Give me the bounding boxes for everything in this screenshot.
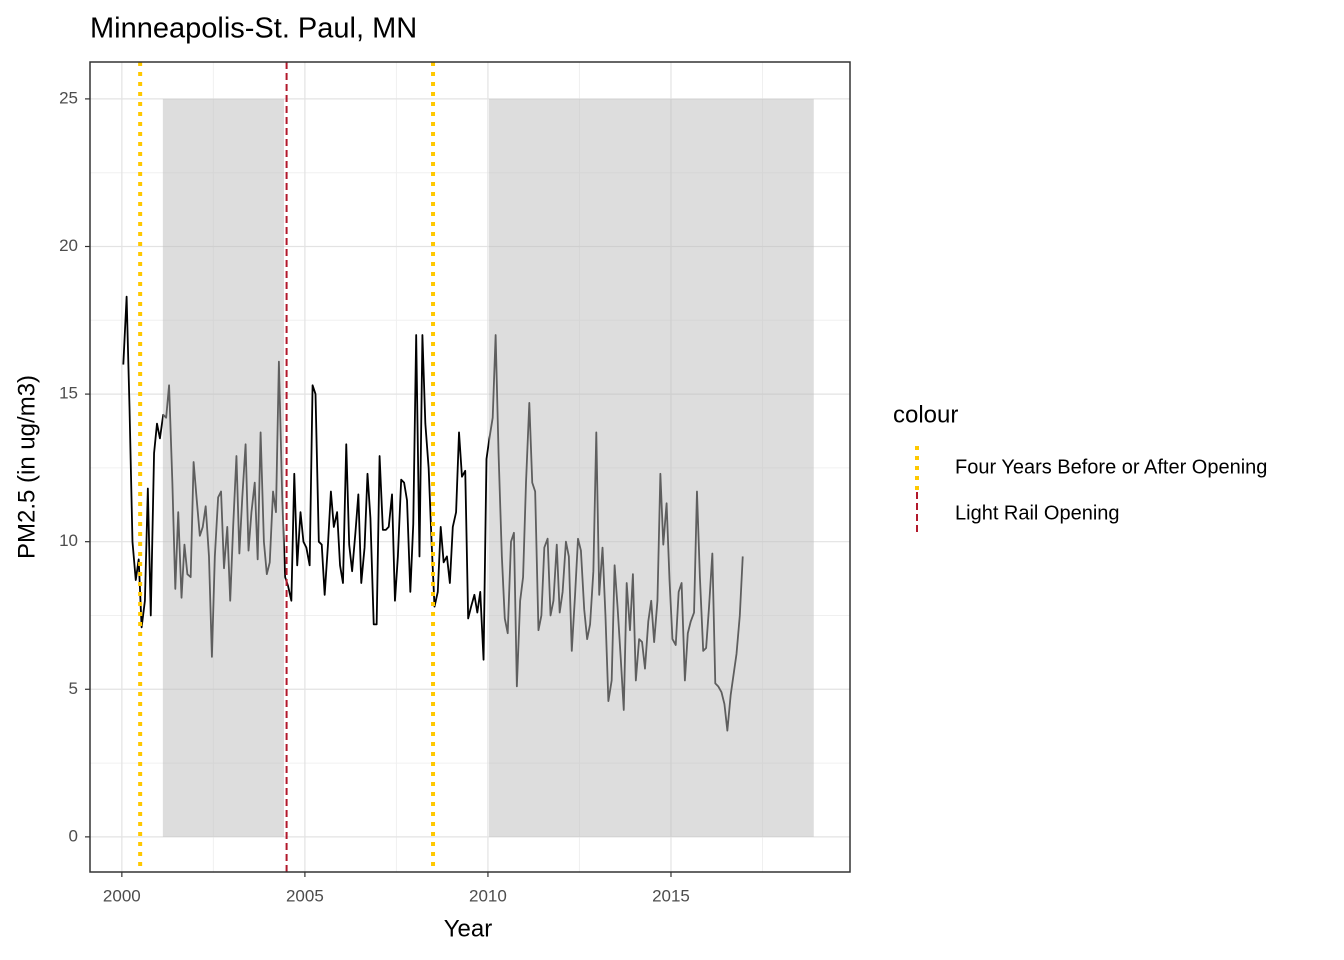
legend-title: colour — [893, 401, 958, 428]
x-tick-label: 2000 — [103, 886, 141, 905]
shaded-region — [162, 98, 285, 837]
x-tick-label: 2005 — [286, 886, 324, 905]
shaded-region — [489, 98, 814, 837]
y-tick-label: 10 — [59, 531, 78, 550]
x-tick-label: 2015 — [652, 886, 690, 905]
legend-label: Four Years Before or After Opening — [955, 456, 1267, 478]
y-axis-title: PM2.5 (in ug/m3) — [13, 375, 40, 559]
x-tick-label: 2010 — [469, 886, 507, 905]
x-axis-title: Year — [444, 915, 493, 942]
y-tick-label: 20 — [59, 236, 78, 255]
y-tick-label: 5 — [69, 679, 78, 698]
y-tick-label: 25 — [59, 88, 78, 107]
y-tick-label: 15 — [59, 384, 78, 403]
chart-title: Minneapolis-St. Paul, MN — [90, 13, 417, 45]
y-tick-label: 0 — [69, 826, 78, 845]
panel-border — [89, 61, 851, 873]
legend-label: Light Rail Opening — [955, 502, 1120, 524]
